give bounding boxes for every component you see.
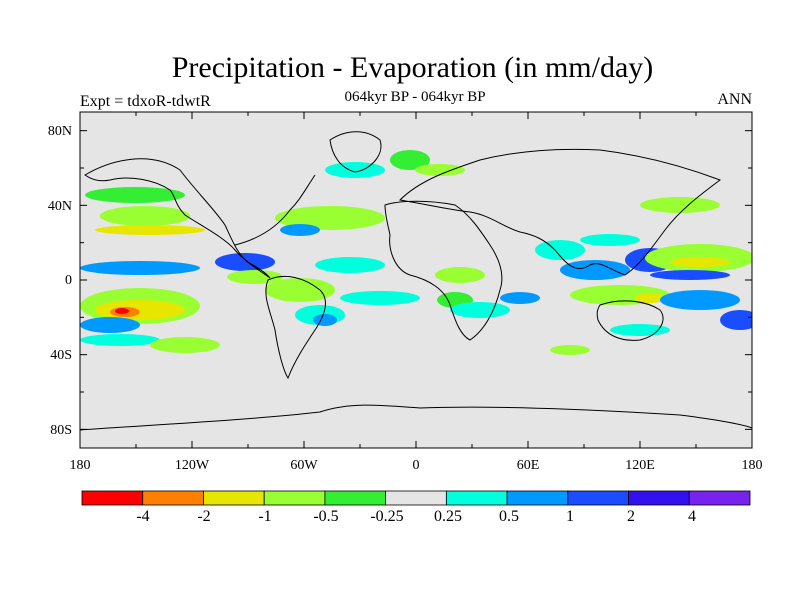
colorbar-swatch bbox=[142, 490, 204, 506]
coast-north-america bbox=[84, 158, 271, 279]
lat-label-40s: 40S bbox=[50, 348, 72, 363]
lon-label-180w: 180 bbox=[69, 458, 91, 473]
coast-antarctica bbox=[80, 404, 752, 431]
lon-label-0: 0 bbox=[412, 458, 420, 473]
colorbar-swatch bbox=[688, 490, 751, 506]
colorbar-swatch bbox=[506, 490, 569, 506]
colorbar-swatch bbox=[385, 490, 447, 506]
colorbar-swatch bbox=[567, 490, 629, 506]
chart-title: Precipitation - Evaporation (in mm/day) bbox=[171, 51, 654, 84]
contour-green-sepac bbox=[150, 337, 220, 353]
contour-darkblue-cent-am bbox=[215, 253, 275, 271]
map-plot-area bbox=[80, 112, 752, 448]
colorbar-swatch bbox=[263, 490, 326, 506]
contour-green-kuroshio bbox=[640, 197, 720, 213]
contour-green-npac bbox=[85, 187, 185, 203]
contour-red-spac bbox=[115, 308, 129, 314]
colorbar-label: 2 bbox=[627, 508, 635, 525]
colorbar-label: 0.5 bbox=[499, 508, 519, 525]
contour-darkblue-eqwpac bbox=[650, 270, 730, 280]
contour-green-ecpac bbox=[227, 270, 283, 284]
contour-green-africa bbox=[435, 267, 485, 283]
coast-eurasia bbox=[398, 148, 722, 276]
contour-cyan-india bbox=[535, 240, 585, 260]
contour-blue-eqpac bbox=[80, 261, 200, 275]
coast-south-america bbox=[265, 275, 326, 380]
contour-cyan-china bbox=[580, 234, 640, 246]
coast-australia bbox=[596, 300, 664, 341]
colorbar-label: 1 bbox=[566, 508, 574, 525]
contour-field bbox=[80, 150, 752, 355]
contour-cyan-trop-atl bbox=[315, 257, 385, 273]
contour-cyan-satl bbox=[340, 291, 420, 305]
contour-lightgreen-npac bbox=[100, 206, 190, 226]
colorbar-label: -4 bbox=[136, 508, 150, 525]
colorbar-label: -2 bbox=[197, 508, 211, 525]
colorbar-swatch bbox=[628, 490, 690, 506]
contour-yellow-indonesia bbox=[635, 293, 665, 303]
contour-cyan-greenland bbox=[325, 162, 385, 178]
contour-green-amazon bbox=[265, 278, 335, 302]
colorbar-label: 0.25 bbox=[434, 508, 462, 525]
contour-yellow-spac bbox=[95, 300, 185, 320]
colorbar-label: -0.5 bbox=[313, 508, 339, 525]
colorbar-swatch bbox=[324, 490, 387, 506]
contour-blue-brazil bbox=[313, 314, 337, 326]
colorbar-label: 4 bbox=[688, 508, 696, 525]
contour-yellow-npac bbox=[95, 225, 205, 235]
contour-blue-bengal bbox=[560, 260, 630, 280]
colorbar-swatch bbox=[81, 490, 144, 506]
colorbar-label: -0.25 bbox=[370, 508, 404, 525]
chart-subtitle: 064kyr BP - 064kyr BP bbox=[344, 89, 486, 105]
season-label: ANN bbox=[717, 91, 752, 108]
lat-label-80n: 80N bbox=[47, 124, 72, 139]
contour-green-nsea bbox=[390, 150, 430, 170]
contour-blue-spac bbox=[80, 317, 140, 333]
lon-label-120e: 120E bbox=[625, 458, 655, 473]
axis-ticks bbox=[79, 112, 753, 448]
lon-label-120w: 120W bbox=[174, 458, 210, 473]
lon-label-60w: 60W bbox=[290, 458, 318, 473]
lon-label-60e: 60E bbox=[516, 458, 540, 473]
colorbar-swatch bbox=[445, 490, 508, 506]
contour-blue-spcz bbox=[660, 290, 740, 310]
contour-darkblue-spcz bbox=[720, 310, 752, 330]
colorbar bbox=[81, 490, 751, 506]
coast-east-na bbox=[234, 174, 316, 246]
lon-label-180e: 180 bbox=[741, 458, 763, 473]
contour-lightgreen-nsea bbox=[415, 164, 465, 176]
contour-blue-natl bbox=[280, 224, 320, 236]
coastlines bbox=[80, 131, 752, 431]
colorbar-label: -1 bbox=[258, 508, 272, 525]
lat-label-80s: 80S bbox=[50, 423, 72, 438]
contour-cyan-spac bbox=[80, 334, 160, 346]
coast-greenland bbox=[329, 131, 382, 173]
colorbar-swatch bbox=[203, 490, 265, 506]
contour-green-sio bbox=[550, 345, 590, 355]
experiment-label: Expt = tdxoR-tdwtR bbox=[80, 93, 211, 110]
contour-green-natl bbox=[275, 206, 385, 230]
contour-yellow-wpac bbox=[670, 257, 730, 267]
contour-blue-mozambique bbox=[500, 292, 540, 304]
lat-label-40n: 40N bbox=[47, 199, 72, 214]
contour-cyan-africa bbox=[450, 302, 510, 318]
lat-label-0: 0 bbox=[65, 273, 72, 288]
